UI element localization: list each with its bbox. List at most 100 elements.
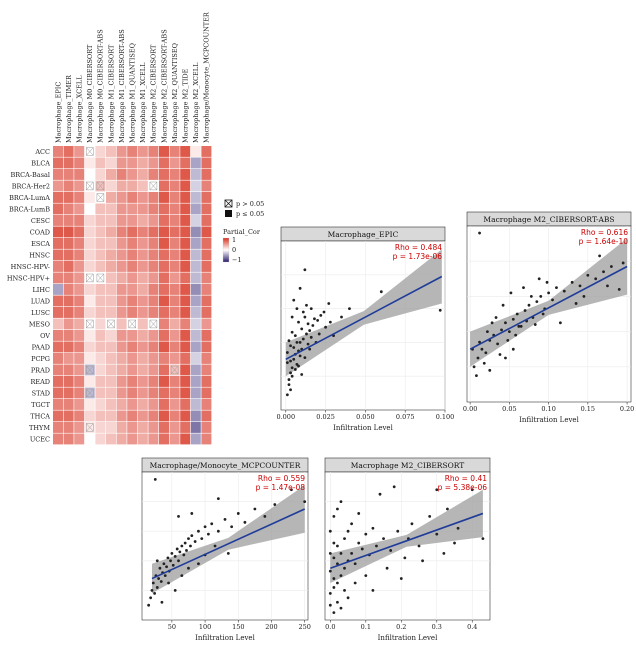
legend-pvalue-high: p > 0.05: [236, 200, 264, 208]
heatmap-column-label: Macrophage M2_QUANTISEQ: [171, 43, 179, 143]
heatmap-row-label: COAD: [30, 229, 50, 237]
data-point: [343, 589, 346, 592]
heatmap-cell: [201, 433, 212, 445]
heatmap-cell: [74, 307, 85, 318]
heatmap-cell: [190, 180, 201, 192]
data-point: [496, 342, 500, 346]
heatmap-cell: [74, 330, 85, 341]
data-point: [289, 359, 292, 363]
heatmap-column-label: Macrophage_TIMER: [65, 74, 73, 143]
heatmap-cell: [201, 249, 212, 261]
data-point: [371, 589, 375, 592]
heatmap-cell: [84, 353, 95, 364]
data-point: [621, 261, 625, 265]
data-point: [273, 503, 277, 506]
data-point: [327, 302, 331, 305]
heatmap-cell: [190, 215, 201, 226]
x-tick-label: 50: [168, 623, 176, 631]
data-point: [173, 554, 177, 558]
data-point: [187, 537, 190, 540]
data-point: [236, 512, 240, 515]
heatmap-cell: [137, 272, 148, 284]
heatmap-cell: [95, 238, 106, 249]
heatmap-cell: [137, 238, 148, 249]
heatmap-cell: [190, 146, 201, 157]
heatmap-cell: [180, 387, 191, 399]
heatmap-cell: [106, 422, 116, 433]
not-significant-marker: [86, 273, 94, 283]
heatmap-row-label: BRCA-Her2: [12, 183, 50, 191]
data-point: [382, 537, 385, 540]
data-point: [558, 321, 562, 325]
not-significant-marker: [149, 319, 158, 329]
heatmap-cell: [127, 169, 138, 180]
rho-label: Rho = 0.616: [581, 228, 628, 237]
heatmap-cell: [53, 410, 63, 422]
heatmap-cell: [95, 353, 106, 364]
heatmap-cell: [95, 307, 106, 318]
heatmap-cell: [106, 180, 116, 192]
data-point: [511, 347, 515, 351]
data-point: [153, 478, 157, 481]
data-point: [149, 596, 153, 600]
heatmap-cell: [180, 399, 191, 410]
heatmap-cell: [190, 157, 201, 169]
heatmap-cell: [106, 410, 116, 422]
not-significant-cross: [107, 319, 115, 329]
heatmap-cell: [74, 238, 85, 249]
data-point: [292, 298, 296, 302]
heatmap-cell: [95, 387, 106, 399]
heatmap-row-label: THCA: [30, 413, 50, 421]
heatmap-cell: [127, 146, 138, 157]
heatmap-cell: [201, 318, 212, 330]
heatmap-cell: [63, 249, 74, 261]
data-point: [490, 321, 494, 325]
heatmap-cell: [190, 387, 201, 399]
heatmap-cell: [201, 169, 212, 180]
data-point: [357, 541, 361, 545]
heatmap-legend: p > 0.05 p ≤ 0.05 Partial_Cor 1 0 −1: [222, 199, 264, 264]
heatmap-cell: [137, 399, 148, 410]
data-point: [157, 577, 161, 580]
data-point: [305, 303, 308, 307]
heatmap-column-label: Macrophage_EPIC: [54, 82, 62, 143]
data-point: [297, 320, 300, 324]
heatmap-cell: [74, 364, 85, 376]
data-point: [300, 373, 304, 376]
heatmap-cell: [159, 387, 169, 399]
rho-label: Rho = 0.41: [445, 474, 488, 483]
heatmap-cell: [190, 226, 201, 238]
heatmap-cell: [84, 169, 95, 180]
heatmap-cell: [95, 215, 106, 226]
heatmap-cell: [106, 284, 116, 295]
color-scale-max: 1: [232, 236, 236, 244]
heatmap-cell: [74, 399, 85, 410]
heatmap-cell: [159, 261, 169, 272]
heatmap-cell: [169, 353, 180, 364]
data-point: [332, 541, 336, 545]
heatmap-cell: [63, 399, 74, 410]
heatmap-cell: [95, 169, 106, 180]
data-point: [328, 320, 332, 324]
heatmap-cell: [159, 422, 169, 433]
heatmap-cell: [74, 341, 85, 353]
heatmap-cell: [159, 272, 169, 284]
heatmap-cell: [74, 376, 85, 387]
heatmap-cell: [63, 146, 74, 157]
heatmap-cell: [169, 215, 180, 226]
data-point: [551, 298, 554, 302]
heatmap-cell: [116, 261, 127, 272]
heatmap-cell: [84, 249, 95, 261]
not-significant-marker: [86, 181, 94, 191]
heatmap-cell: [95, 226, 106, 238]
heatmap-cell: [106, 272, 116, 284]
data-point: [171, 563, 175, 567]
heatmap-cell: [201, 157, 212, 169]
regression-line: [469, 265, 628, 350]
data-point: [197, 562, 200, 566]
heatmap-cell: [159, 180, 169, 192]
data-point: [216, 529, 220, 533]
data-point: [308, 347, 312, 351]
heatmap-cell: [180, 284, 191, 295]
regression-line: [151, 508, 306, 580]
